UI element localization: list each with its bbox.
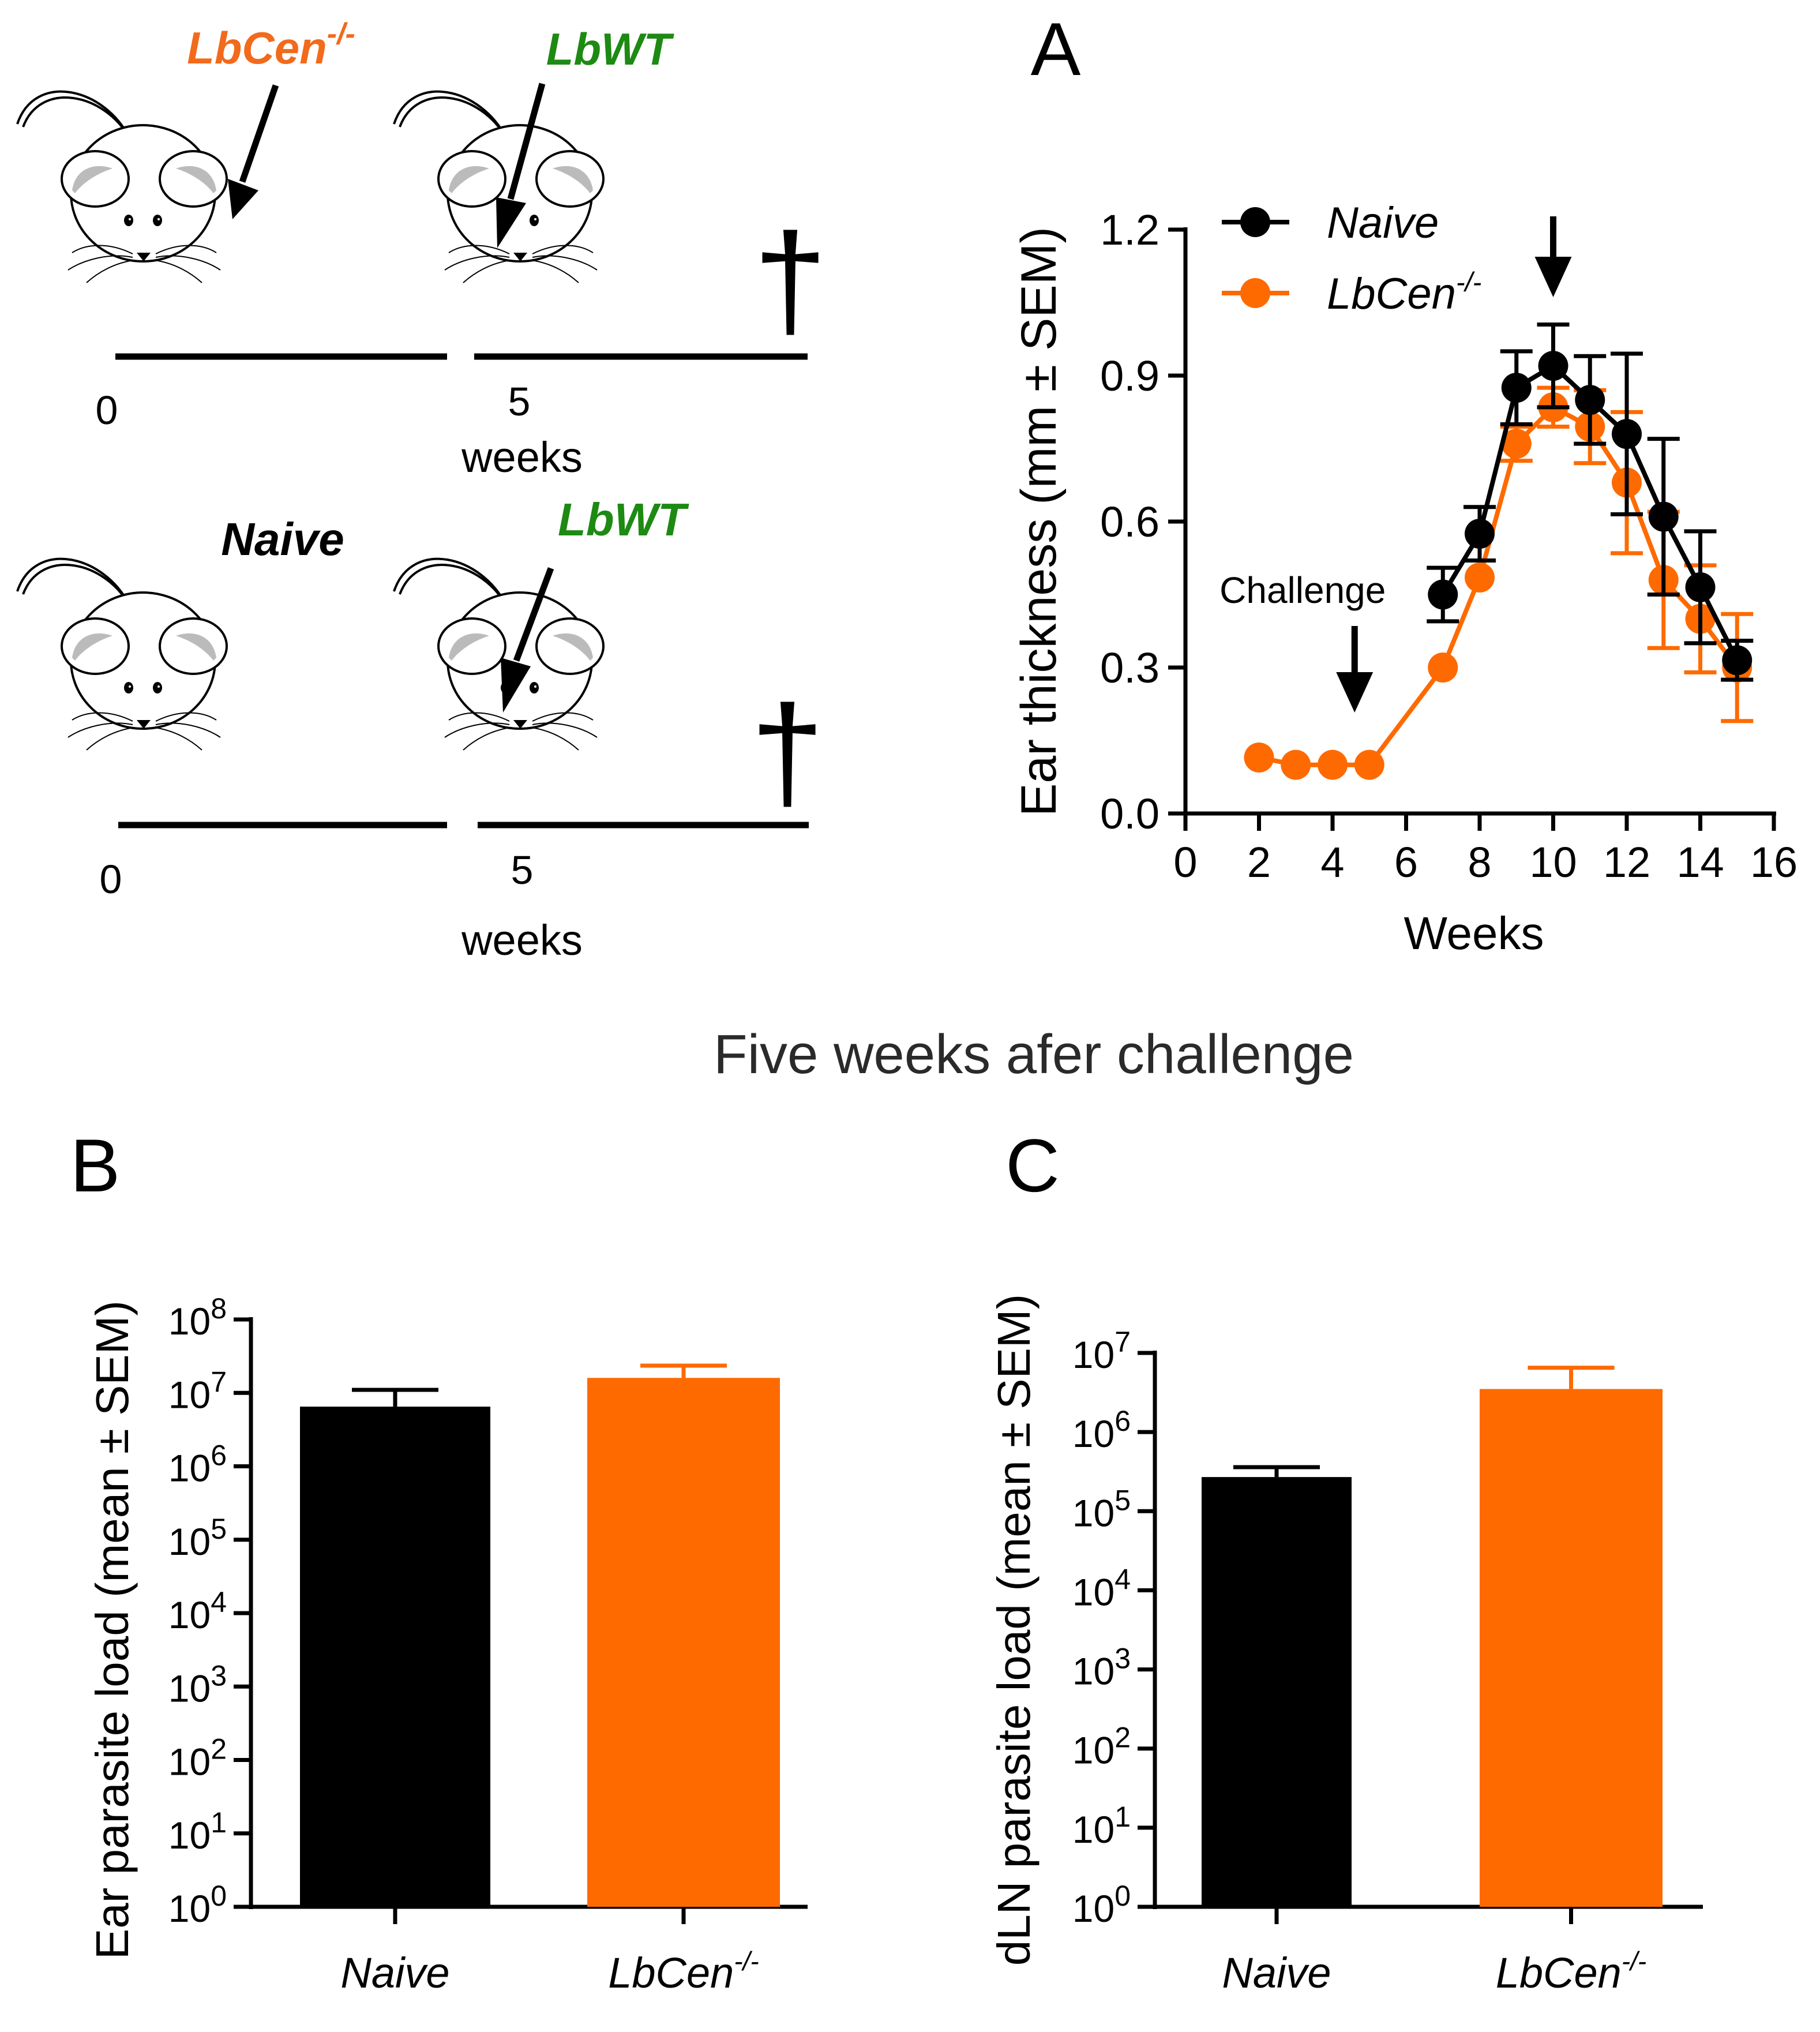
panel-b-bar-chart: B 100 101 102 103 104 105 106 107 108 Naive LbCen-/… bbox=[70, 1123, 808, 1997]
x-tick-label: Naive bbox=[1222, 1949, 1331, 1997]
x-axis-title: Weeks bbox=[1404, 908, 1544, 959]
group1-first-injection-label: LbCen-/- bbox=[187, 17, 355, 73]
peak-arrowhead bbox=[1534, 257, 1572, 297]
y-tick-label: 106 bbox=[1072, 1405, 1131, 1455]
panel-a-line-chart: A 0.0 0.3 0.6 0.9 1.2 0 2 4 6 8 10 12 14 16 Weeks Ear th… bbox=[1011, 7, 1798, 959]
data-point bbox=[1685, 572, 1716, 602]
data-point bbox=[1428, 579, 1458, 610]
y-tick-label: 105 bbox=[168, 1513, 227, 1563]
x-tick-label: LbCen-/- bbox=[1496, 1946, 1646, 1997]
group1-dagger-symbol: † bbox=[753, 206, 827, 354]
x-tick-label: Naive bbox=[340, 1949, 449, 1997]
data-point bbox=[1648, 501, 1679, 532]
data-point bbox=[1501, 373, 1532, 403]
x-tick-label: 10 bbox=[1529, 838, 1577, 886]
bar-naive bbox=[300, 1407, 490, 1907]
x-tick-label: 8 bbox=[1468, 838, 1491, 886]
data-point bbox=[1428, 653, 1458, 683]
group1-weeks-label: weeks bbox=[461, 433, 583, 481]
x-tick-label: 0 bbox=[1173, 838, 1197, 886]
x-tick-label: 14 bbox=[1676, 838, 1724, 886]
y-tick-label: 105 bbox=[1072, 1484, 1131, 1534]
group1-start-week: 0 bbox=[96, 388, 118, 433]
y-tick-label: 0.3 bbox=[1100, 644, 1159, 692]
legend: Naive LbCen-/- bbox=[1222, 198, 1481, 318]
data-point bbox=[1354, 749, 1384, 780]
experimental-schematic: LbCen-/- LbWT 0 5 weeks † Naive LbWT 0 5… bbox=[16, 17, 827, 964]
y-tick-label: 102 bbox=[1072, 1722, 1131, 1772]
panel-letter-c: C bbox=[1005, 1123, 1060, 1208]
y-tick-label: 102 bbox=[168, 1733, 227, 1783]
data-point bbox=[1722, 645, 1753, 676]
group1-mid-week: 5 bbox=[508, 379, 531, 424]
y-tick-label: 107 bbox=[168, 1366, 227, 1416]
y-tick-label: 100 bbox=[1072, 1880, 1131, 1930]
y-tick-label: 1.2 bbox=[1100, 206, 1159, 254]
bar-lbcen bbox=[1480, 1389, 1663, 1907]
bar-naive bbox=[1202, 1477, 1352, 1907]
y-tick-label: 106 bbox=[168, 1439, 227, 1490]
bar-lbcen bbox=[587, 1378, 780, 1907]
y-axis-title: dLN parasite load (mean ± SEM) bbox=[988, 1294, 1040, 1966]
x-tick-label: 4 bbox=[1320, 838, 1344, 886]
x-tick-label: 6 bbox=[1394, 838, 1418, 886]
y-tick-label: 0.9 bbox=[1100, 352, 1159, 400]
data-point bbox=[1281, 749, 1311, 780]
data-point bbox=[1501, 429, 1532, 459]
x-tick-label: 2 bbox=[1247, 838, 1271, 886]
group2-mid-week: 5 bbox=[511, 848, 534, 893]
series-naive bbox=[1427, 322, 1754, 682]
group2-weeks-label: weeks bbox=[461, 916, 583, 964]
legend-swatch-marker bbox=[1240, 278, 1270, 308]
y-tick-label: 104 bbox=[1072, 1563, 1131, 1613]
data-point bbox=[1612, 419, 1642, 449]
data-point bbox=[1465, 562, 1495, 593]
injection-arrows bbox=[228, 83, 554, 713]
y-tick-label: 108 bbox=[168, 1292, 227, 1343]
x-tick-label: 16 bbox=[1750, 838, 1798, 886]
x-tick-label: 12 bbox=[1603, 838, 1650, 886]
y-tick-label: 103 bbox=[1072, 1643, 1131, 1693]
group2-first-label: Naive bbox=[221, 513, 344, 565]
data-point bbox=[1465, 519, 1495, 549]
y-tick-label: 101 bbox=[1072, 1801, 1131, 1851]
data-point bbox=[1244, 743, 1274, 773]
group1-second-injection-label: LbWT bbox=[546, 24, 675, 74]
y-axis-title: Ear thickness (mm ± SEM) bbox=[1011, 227, 1067, 816]
y-tick-label: 107 bbox=[1072, 1326, 1131, 1376]
data-point bbox=[1538, 351, 1568, 381]
y-tick-label: 103 bbox=[168, 1659, 227, 1709]
panel-c-bar-chart: C 100 101 102 103 104 105 106 107 Naive LbCen-/- dL… bbox=[988, 1123, 1703, 1997]
y-tick-label: 104 bbox=[168, 1586, 227, 1636]
y-tick-label: 100 bbox=[168, 1880, 227, 1930]
group2-dagger-symbol: † bbox=[750, 678, 824, 826]
subtitle: Five weeks afer challenge bbox=[714, 1024, 1354, 1085]
group2-second-injection-label: LbWT bbox=[558, 494, 689, 545]
data-point bbox=[1318, 749, 1348, 780]
y-tick-label: 0.0 bbox=[1100, 790, 1159, 838]
timelines bbox=[115, 353, 809, 828]
legend-swatch-marker bbox=[1240, 207, 1270, 237]
legend-label: LbCen-/- bbox=[1327, 267, 1481, 318]
panel-letter-a: A bbox=[1031, 7, 1081, 91]
y-tick-label: 0.6 bbox=[1100, 498, 1159, 546]
panel-letter-b: B bbox=[70, 1123, 121, 1208]
challenge-arrowhead bbox=[1336, 672, 1374, 713]
y-tick-label: 101 bbox=[168, 1806, 227, 1857]
data-point bbox=[1575, 385, 1605, 415]
group2-start-week: 0 bbox=[100, 857, 122, 902]
legend-label: Naive bbox=[1327, 198, 1439, 248]
challenge-annotation: Challenge bbox=[1219, 569, 1386, 611]
y-axis-title: Ear parasite load (mean ± SEM) bbox=[87, 1300, 138, 1959]
x-tick-label: LbCen-/- bbox=[608, 1946, 759, 1997]
